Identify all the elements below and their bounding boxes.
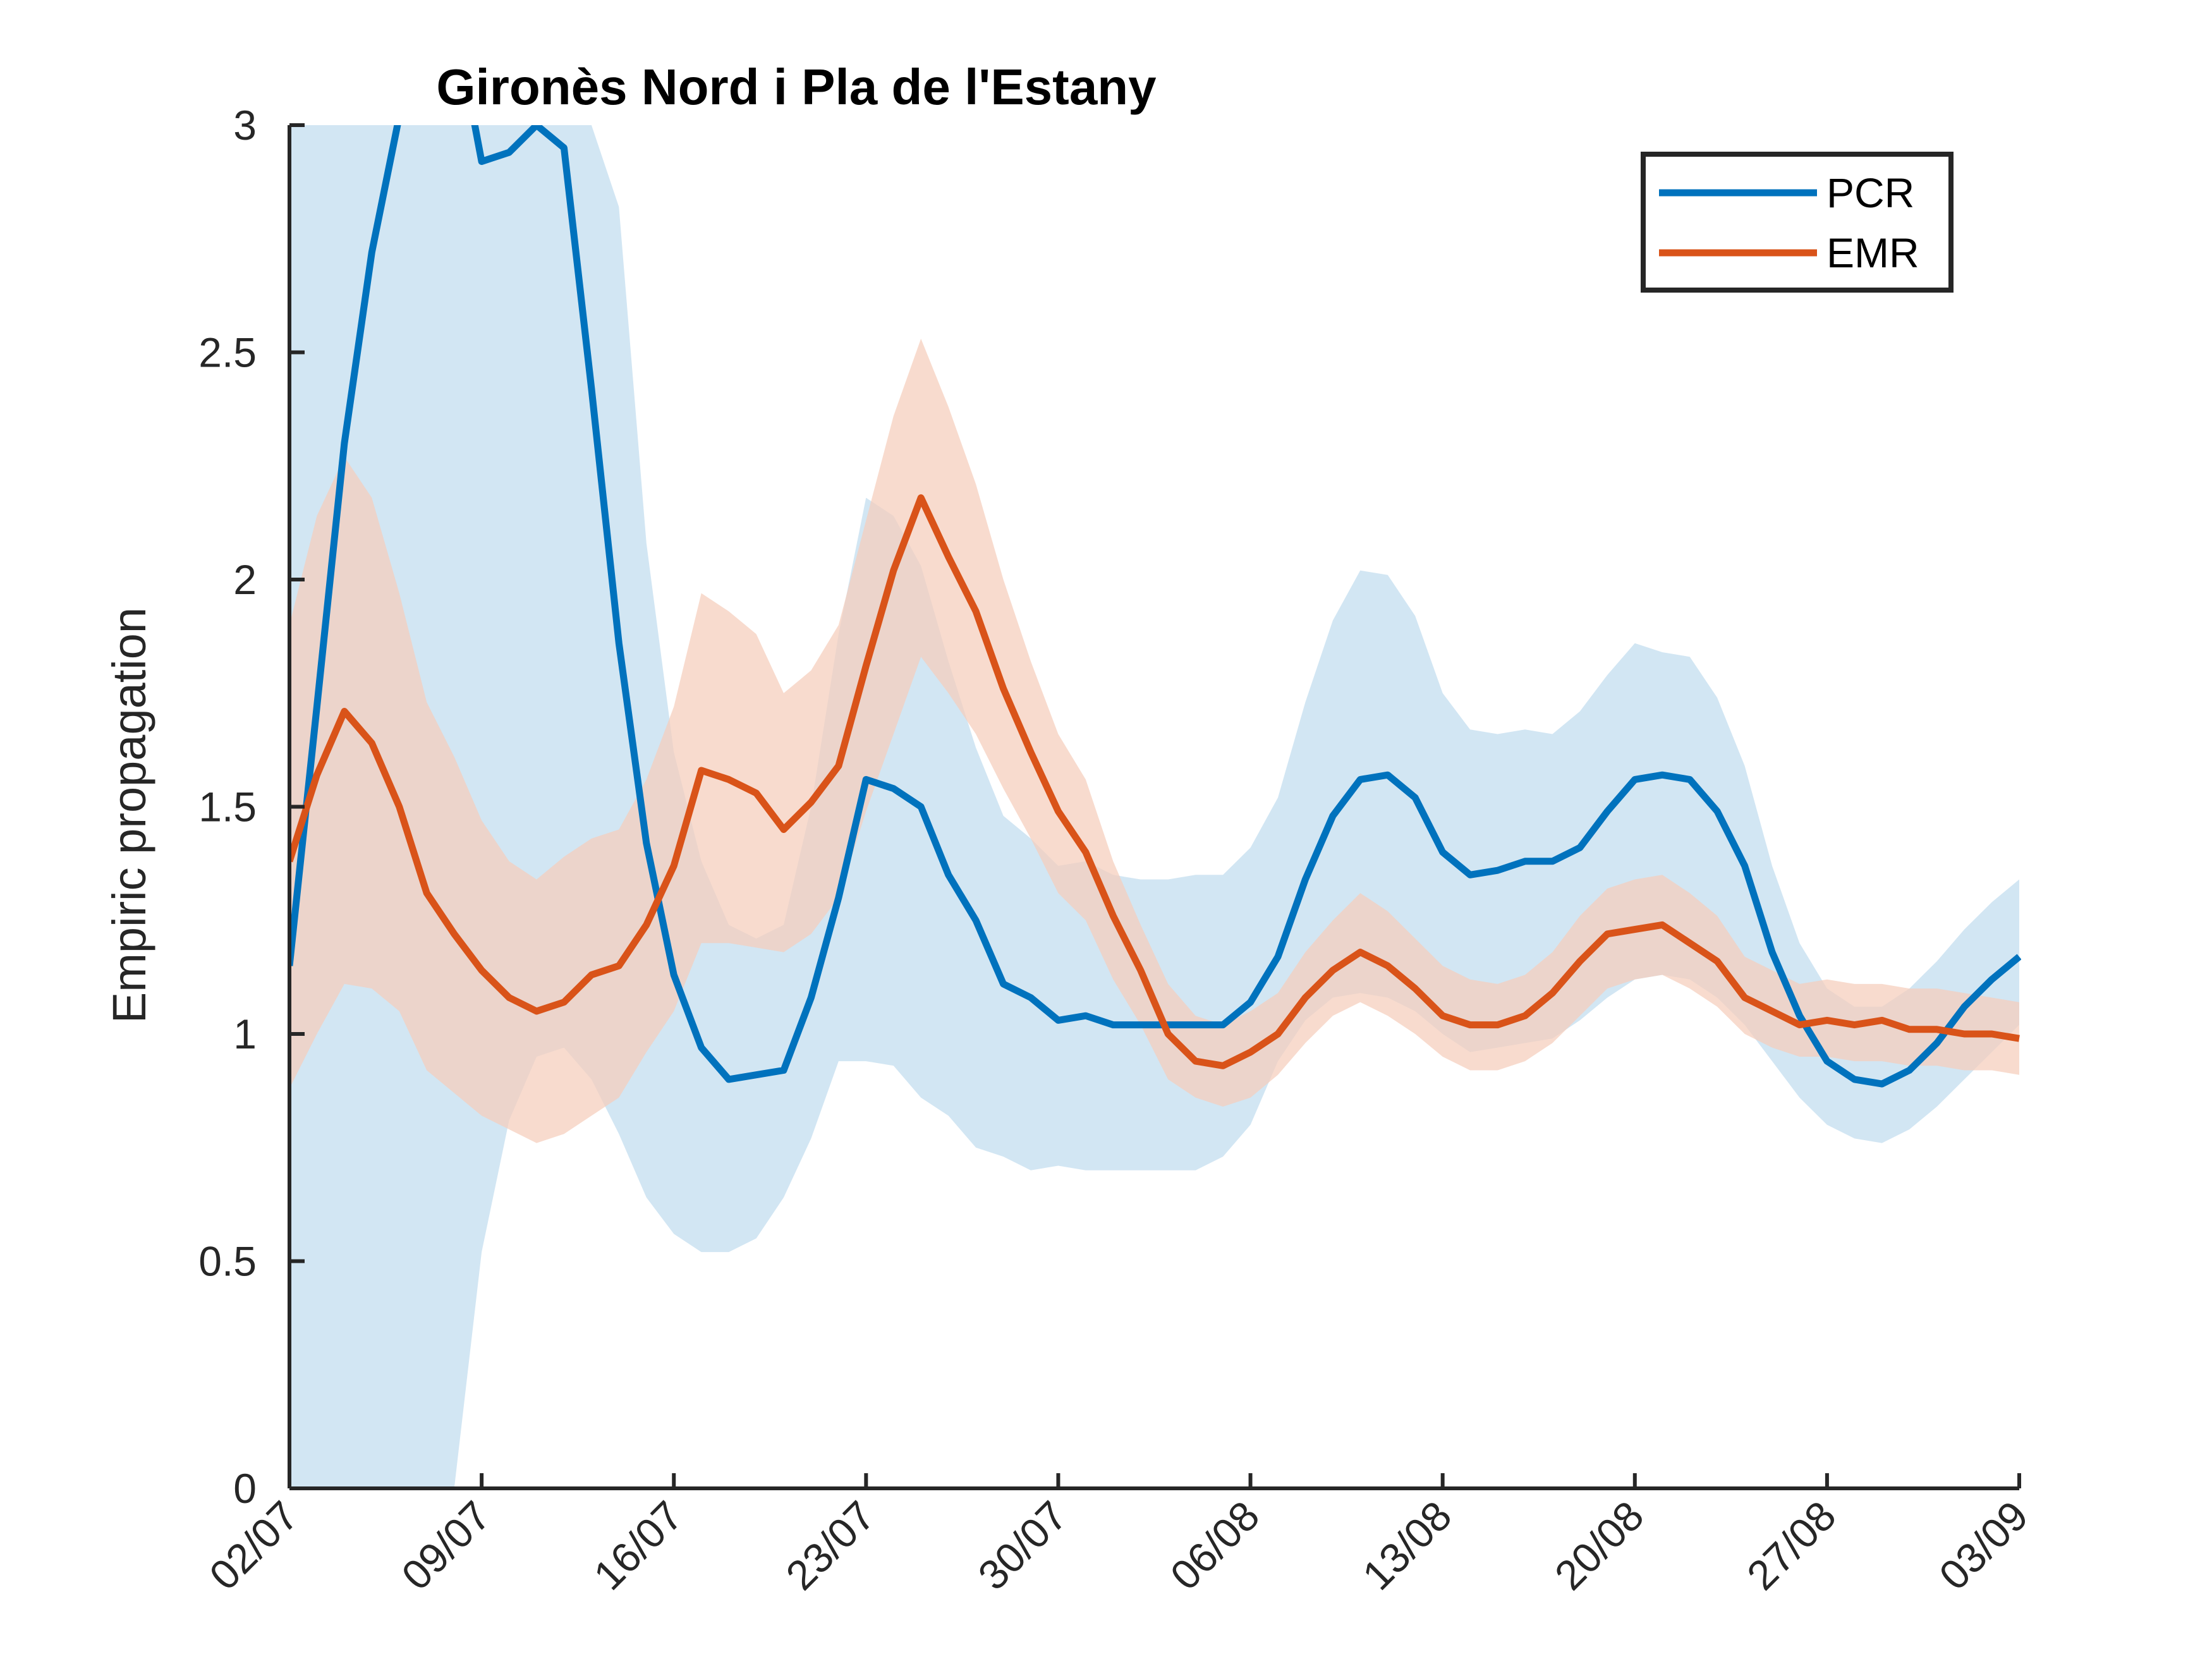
x-tick-label: 13/08 <box>1353 1492 1460 1599</box>
legend: PCR EMR <box>1641 152 1954 293</box>
x-tick-label: 06/08 <box>1161 1492 1268 1599</box>
pcr-confidence-band <box>289 125 2019 1488</box>
x-tick-label: 23/07 <box>777 1492 884 1599</box>
x-tick-label: 16/07 <box>585 1492 691 1599</box>
y-tick-label: 0.5 <box>198 1238 257 1285</box>
x-tick-label: 09/07 <box>392 1492 499 1599</box>
y-tick-label: 1.5 <box>198 784 257 830</box>
emr-series-line <box>289 494 2020 1069</box>
series-lines <box>289 125 2021 1088</box>
x-tick-label: 27/08 <box>1738 1492 1845 1599</box>
legend-box <box>1641 152 1954 293</box>
y-tick-label: 2.5 <box>198 329 257 376</box>
pcr-series-line <box>289 125 2021 1088</box>
y-axis-label: Empiric propagation <box>103 607 155 1023</box>
x-tick-label: 20/08 <box>1546 1492 1653 1599</box>
pcr-legend-label: PCR <box>1826 169 1914 216</box>
y-tick-label: 1 <box>233 1011 257 1057</box>
y-tick-label: 2 <box>233 556 257 603</box>
emr-legend-label: EMR <box>1826 229 1919 276</box>
chart-title: Gironès Nord i Pla de l'Estany <box>436 59 1157 115</box>
x-tick-label: 30/07 <box>969 1492 1076 1599</box>
y-tick-label: 0 <box>233 1465 257 1512</box>
emr-confidence-band <box>289 338 2019 1143</box>
x-tick-label: 03/09 <box>1930 1492 2037 1599</box>
y-tick-label: 3 <box>233 102 257 149</box>
confidence-bands <box>289 125 2019 1488</box>
